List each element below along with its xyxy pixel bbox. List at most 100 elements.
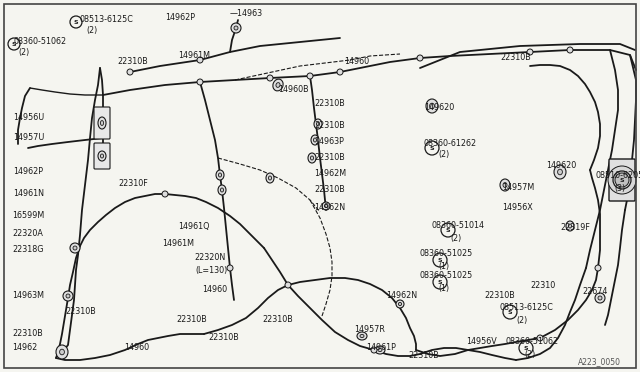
Circle shape — [307, 73, 313, 79]
Text: 22310B: 22310B — [208, 334, 239, 343]
Text: —14963: —14963 — [230, 10, 263, 19]
FancyBboxPatch shape — [609, 159, 635, 201]
Ellipse shape — [98, 117, 106, 129]
Text: 22310B: 22310B — [314, 154, 345, 163]
Text: 14962N: 14962N — [314, 203, 345, 212]
Text: (2): (2) — [86, 26, 97, 35]
Text: (2): (2) — [18, 48, 29, 58]
Ellipse shape — [566, 221, 574, 231]
Text: 08360-51062: 08360-51062 — [506, 337, 559, 346]
Text: 22319F: 22319F — [560, 224, 590, 232]
Ellipse shape — [218, 185, 226, 195]
Text: 22310B: 22310B — [408, 352, 439, 360]
Text: 14962P: 14962P — [165, 13, 195, 22]
Circle shape — [197, 57, 203, 63]
Text: 08513-6125C: 08513-6125C — [500, 304, 554, 312]
Text: S: S — [438, 257, 442, 263]
Text: 149620: 149620 — [424, 103, 454, 112]
Ellipse shape — [268, 176, 271, 180]
Text: S: S — [74, 19, 78, 25]
Ellipse shape — [429, 103, 435, 109]
Ellipse shape — [378, 349, 382, 352]
Text: 22310B: 22310B — [314, 99, 345, 109]
Text: 08360-61262: 08360-61262 — [424, 138, 477, 148]
Circle shape — [337, 69, 343, 75]
Ellipse shape — [220, 188, 223, 192]
Circle shape — [595, 265, 601, 271]
Ellipse shape — [231, 23, 241, 33]
Ellipse shape — [216, 170, 224, 180]
FancyBboxPatch shape — [94, 143, 110, 169]
Text: 16599M: 16599M — [12, 212, 44, 221]
Text: 22318G: 22318G — [12, 246, 44, 254]
Ellipse shape — [63, 291, 73, 301]
Ellipse shape — [100, 154, 104, 158]
Ellipse shape — [316, 122, 319, 126]
Ellipse shape — [73, 246, 77, 250]
Ellipse shape — [557, 169, 563, 175]
Text: 22310B: 22310B — [12, 330, 43, 339]
Ellipse shape — [273, 79, 283, 91]
Text: 14960: 14960 — [344, 58, 369, 67]
Ellipse shape — [322, 202, 330, 210]
Text: (2): (2) — [438, 150, 449, 158]
Text: 14961M: 14961M — [162, 240, 194, 248]
Text: S: S — [508, 310, 512, 314]
Circle shape — [197, 79, 203, 85]
Text: (1): (1) — [438, 262, 449, 270]
Ellipse shape — [554, 165, 566, 179]
Text: 22310B: 22310B — [117, 58, 148, 67]
Ellipse shape — [234, 26, 238, 30]
Text: 22310B: 22310B — [500, 54, 531, 62]
Text: 14956V: 14956V — [466, 337, 497, 346]
Text: 14957U: 14957U — [13, 134, 44, 142]
Ellipse shape — [314, 138, 317, 142]
Ellipse shape — [310, 156, 314, 160]
Circle shape — [127, 69, 133, 75]
Ellipse shape — [503, 183, 507, 187]
Text: 22310F: 22310F — [118, 179, 148, 187]
Text: 08360-51025: 08360-51025 — [420, 272, 473, 280]
Ellipse shape — [357, 332, 367, 340]
Ellipse shape — [266, 173, 274, 183]
Text: (3): (3) — [614, 183, 625, 192]
Ellipse shape — [568, 224, 572, 228]
Text: S: S — [438, 279, 442, 285]
Text: S: S — [429, 145, 435, 151]
Text: 22310B: 22310B — [314, 186, 345, 195]
Ellipse shape — [375, 346, 385, 354]
Text: (2): (2) — [516, 315, 527, 324]
FancyBboxPatch shape — [94, 107, 110, 139]
Text: 22310B: 22310B — [314, 122, 345, 131]
Text: 14962N: 14962N — [386, 292, 417, 301]
Text: 22310B: 22310B — [484, 292, 515, 301]
Text: 14957M: 14957M — [502, 183, 534, 192]
Circle shape — [267, 75, 273, 81]
Text: S: S — [524, 346, 528, 350]
Circle shape — [608, 166, 636, 194]
Circle shape — [285, 282, 291, 288]
Text: 08360-51025: 08360-51025 — [420, 250, 473, 259]
Ellipse shape — [311, 135, 319, 145]
Text: (1): (1) — [438, 283, 449, 292]
Text: 14963P: 14963P — [314, 138, 344, 147]
Text: 22310B: 22310B — [262, 315, 292, 324]
Text: 08510-6205C: 08510-6205C — [596, 171, 640, 180]
Text: 14962P: 14962P — [13, 167, 43, 176]
Ellipse shape — [324, 204, 328, 208]
Text: 08360-51062: 08360-51062 — [13, 38, 66, 46]
Text: 14961N: 14961N — [13, 189, 44, 199]
Circle shape — [567, 47, 573, 53]
Ellipse shape — [276, 83, 280, 87]
Ellipse shape — [218, 173, 221, 177]
Ellipse shape — [360, 334, 364, 338]
Ellipse shape — [398, 302, 402, 306]
Text: 14961P: 14961P — [366, 343, 396, 353]
Text: 14961Q: 14961Q — [178, 221, 209, 231]
Text: 22310B: 22310B — [65, 308, 96, 317]
Text: 14957R: 14957R — [354, 326, 385, 334]
Ellipse shape — [598, 296, 602, 300]
Text: 14962M: 14962M — [314, 170, 346, 179]
Text: 08360-51014: 08360-51014 — [432, 221, 485, 231]
Circle shape — [371, 347, 377, 353]
